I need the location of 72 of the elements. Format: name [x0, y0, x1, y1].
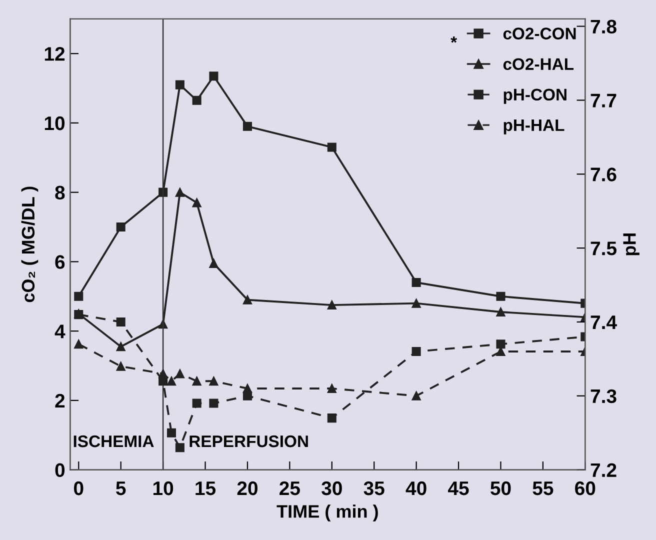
- x-tick-label: 30: [322, 481, 342, 496]
- y2-tick-label: 7.3: [590, 389, 616, 404]
- y-tick-label: 12: [44, 47, 65, 61]
- point: [242, 295, 252, 304]
- x-tick-label: 5: [116, 482, 126, 496]
- y2-tick-label: 7.5: [590, 242, 616, 256]
- point: [192, 376, 202, 386]
- annotation: ISCHEMIA: [74, 435, 154, 448]
- point: [192, 198, 202, 208]
- point: [192, 96, 202, 105]
- point: [209, 398, 218, 408]
- x-tick-label: 0: [74, 481, 84, 496]
- x-tick-label: 15: [196, 482, 216, 496]
- point: [175, 80, 184, 90]
- legend-label: pH-CON: [504, 88, 566, 104]
- y-tick-label: 10: [44, 116, 65, 130]
- y2-axis-title: pH: [623, 234, 640, 256]
- x-tick-label: 40: [406, 481, 426, 496]
- point: [158, 369, 168, 378]
- annotation: REPERFUSION: [190, 435, 308, 448]
- x-tick-label: 25: [280, 481, 300, 496]
- point: [74, 292, 84, 301]
- point: [74, 340, 84, 349]
- point: [209, 72, 218, 81]
- legend-label: pH-HAL: [504, 119, 564, 134]
- point: [327, 300, 336, 310]
- point: [166, 376, 176, 386]
- point: [327, 384, 336, 394]
- point: [496, 292, 506, 301]
- point: [242, 122, 252, 131]
- point: [175, 188, 184, 197]
- y-tick-label: 0: [55, 463, 65, 478]
- x-tick-label: 35: [364, 481, 384, 496]
- point: [175, 443, 184, 452]
- y-tick-label: 8: [55, 186, 65, 200]
- point: [412, 347, 421, 356]
- y-tick-label: 2: [55, 394, 65, 408]
- y2-tick-label: 7.7: [590, 94, 616, 108]
- y-tick-label: 6: [55, 255, 65, 269]
- point: [327, 414, 336, 423]
- y2-tick-label: 7.8: [590, 20, 616, 34]
- point: [496, 307, 506, 316]
- x-axis-title: TIME ( min ): [276, 504, 378, 522]
- y-tick-label: 4: [54, 324, 66, 338]
- x-tick-label: 45: [448, 482, 469, 496]
- x-tick-label: 20: [237, 481, 258, 496]
- point: [496, 340, 506, 349]
- point: [209, 258, 218, 268]
- y2-tick-label: 7.4: [590, 316, 617, 330]
- legend-label: cO2-HAL: [503, 58, 574, 70]
- y-axis-title: cO₂ ( MG/DL ): [21, 186, 38, 302]
- point: [116, 222, 126, 232]
- point: [209, 376, 218, 386]
- point: [116, 342, 126, 352]
- point: [116, 362, 126, 371]
- legend-label: cO2-CON: [503, 28, 576, 40]
- point: [327, 142, 336, 152]
- point: [175, 369, 184, 378]
- point: [166, 428, 176, 438]
- y2-tick-label: 7.2: [590, 463, 616, 477]
- point: [412, 391, 421, 400]
- x-tick-label: 50: [490, 481, 511, 496]
- point: [412, 278, 421, 288]
- point: [192, 398, 202, 408]
- point: [242, 384, 252, 394]
- point: [412, 298, 421, 308]
- point: [116, 317, 126, 326]
- annotation: *: [450, 36, 458, 43]
- x-tick-label: 10: [153, 481, 174, 496]
- x-tick-label: 55: [532, 482, 554, 496]
- x-tick-label: 60: [575, 481, 596, 496]
- y2-tick-label: 7.6: [590, 168, 616, 182]
